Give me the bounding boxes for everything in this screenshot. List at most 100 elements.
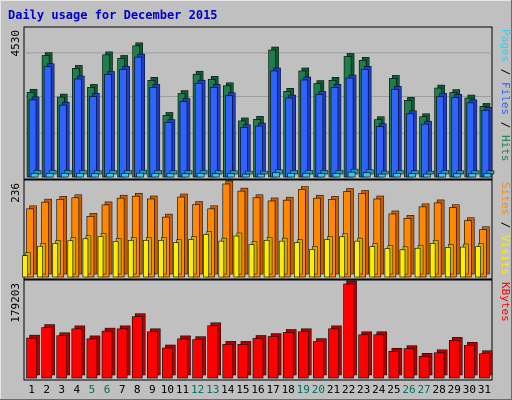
x-tick-label: 4 bbox=[74, 383, 81, 396]
files-bar bbox=[255, 125, 263, 178]
pages-bar bbox=[136, 172, 145, 178]
x-tick-label: 3 bbox=[58, 383, 65, 396]
kbytes-bar bbox=[56, 335, 68, 379]
sites-bar bbox=[67, 240, 74, 278]
legend-text: Files bbox=[499, 82, 512, 115]
kbytes-bar bbox=[479, 353, 490, 379]
files-bar bbox=[149, 87, 158, 178]
files-bar bbox=[375, 126, 384, 178]
x-tick-label: 18 bbox=[282, 383, 295, 396]
files-bar bbox=[285, 97, 293, 178]
pages-bar-shadow bbox=[245, 170, 253, 175]
x-tick-label: 25 bbox=[387, 383, 400, 396]
sites-bar bbox=[37, 245, 43, 278]
legend-text: Hits bbox=[499, 135, 512, 162]
kbytes-bar bbox=[448, 340, 460, 379]
pages-bar bbox=[423, 173, 431, 178]
kbytes-bar bbox=[464, 345, 475, 379]
kbytes-bar bbox=[86, 338, 98, 379]
legend-text: KBytes bbox=[499, 282, 512, 322]
pages-bar-shadow bbox=[426, 170, 434, 175]
sites-bar bbox=[52, 243, 59, 278]
pages-bar bbox=[332, 173, 341, 178]
pages-bar bbox=[483, 173, 492, 178]
panel-3-ymax-label: 179203 bbox=[9, 283, 22, 323]
x-tick-label: 12 bbox=[191, 383, 204, 396]
sites-bar bbox=[248, 244, 255, 278]
files-bar bbox=[360, 69, 369, 178]
pages-bar bbox=[408, 173, 416, 178]
visits-bar bbox=[252, 197, 261, 278]
sites-bar bbox=[293, 242, 300, 278]
sites-bar bbox=[112, 241, 119, 278]
files-bar bbox=[225, 95, 233, 178]
kbytes-bar bbox=[71, 328, 83, 379]
sites-bar bbox=[263, 240, 270, 278]
pages-bar bbox=[393, 173, 401, 178]
kbytes-bar bbox=[403, 348, 415, 379]
sites-bar bbox=[143, 240, 149, 278]
kbytes-bar bbox=[26, 337, 37, 379]
files-bar bbox=[315, 94, 324, 178]
pages-bar bbox=[468, 173, 477, 178]
legend-text: / bbox=[499, 115, 512, 135]
legend-text: Sites bbox=[499, 182, 512, 215]
pages-bar bbox=[362, 172, 371, 178]
kbytes-bar bbox=[41, 327, 52, 379]
x-tick-label: 31 bbox=[478, 383, 491, 396]
pages-bar bbox=[60, 173, 69, 178]
panel-3-side-legend: KBytes bbox=[499, 282, 512, 322]
x-tick-label: 7 bbox=[119, 383, 126, 396]
kbytes-bar bbox=[373, 334, 385, 379]
panel-1-ymax-label: 4530 bbox=[9, 30, 22, 57]
sites-bar bbox=[429, 243, 436, 278]
sites-bar bbox=[188, 239, 194, 278]
chart-title: Daily usage for December 2015 bbox=[8, 8, 218, 22]
files-bar bbox=[451, 97, 460, 178]
files-bar bbox=[89, 96, 97, 178]
pages-bar bbox=[287, 173, 295, 178]
panel-1: 4530 Pages / Files / Hits bbox=[9, 26, 512, 180]
sites-bar bbox=[278, 240, 285, 278]
visits-bar bbox=[433, 202, 442, 278]
x-tick-label: 29 bbox=[448, 383, 461, 396]
pages-bar bbox=[302, 173, 311, 178]
sites-bar bbox=[127, 240, 134, 278]
files-bar bbox=[119, 69, 127, 178]
sites-bar bbox=[384, 248, 391, 278]
sites-bar bbox=[339, 236, 345, 278]
panel-2-ymax-label: 236 bbox=[9, 183, 22, 203]
visits-bar bbox=[313, 197, 321, 278]
files-bar bbox=[330, 87, 339, 178]
x-tick-label: 14 bbox=[221, 383, 235, 396]
sites-bar bbox=[173, 242, 179, 278]
x-tick-label: 11 bbox=[176, 383, 189, 396]
x-tick-label: 24 bbox=[372, 383, 386, 396]
visits-bar bbox=[116, 197, 125, 278]
kbytes-bar bbox=[192, 339, 203, 379]
kbytes-bar bbox=[418, 355, 430, 379]
legend-text: / bbox=[499, 62, 512, 82]
files-bar bbox=[421, 123, 429, 178]
pages-bar bbox=[317, 173, 326, 178]
panel-2: 236 Sites / Visits bbox=[9, 179, 512, 280]
sites-bar bbox=[354, 240, 360, 278]
files-bar bbox=[58, 104, 67, 178]
x-tick-label: 10 bbox=[161, 383, 174, 396]
panel-3: 179203 KBytes bbox=[9, 279, 512, 381]
legend-text: / bbox=[499, 215, 512, 235]
visits-bar bbox=[222, 183, 231, 278]
kbytes-bar bbox=[101, 330, 113, 379]
files-bar bbox=[74, 78, 82, 178]
sites-bar bbox=[82, 238, 89, 278]
sites-bar bbox=[324, 239, 330, 278]
sites-bar bbox=[399, 249, 406, 278]
x-tick-label: 16 bbox=[251, 383, 264, 396]
pages-bar-shadow bbox=[260, 170, 268, 175]
kbytes-bar bbox=[131, 316, 143, 379]
pages-bar bbox=[106, 173, 114, 178]
kbytes-bar bbox=[433, 352, 445, 379]
x-tick-label: 6 bbox=[104, 383, 111, 396]
visits-bar bbox=[71, 197, 80, 278]
